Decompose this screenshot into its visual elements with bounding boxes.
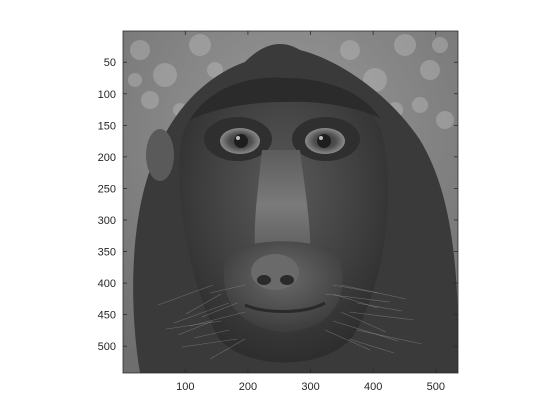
bokeh-spot [141, 91, 159, 109]
right-nostril [280, 275, 294, 285]
whisker [157, 284, 214, 306]
x-tick-label: 500 [427, 381, 445, 393]
x-tick-label: 100 [176, 381, 194, 393]
bokeh-spot [420, 60, 440, 80]
whisker [201, 302, 238, 318]
bokeh-spot [432, 37, 448, 53]
x-axis: 100 200 300 400 500 [176, 31, 445, 393]
nose-bridge [254, 150, 311, 260]
bokeh-spot [128, 73, 142, 87]
image-area [123, 31, 458, 373]
whisker [324, 329, 371, 351]
left-ear [146, 129, 174, 181]
whisker [165, 320, 222, 330]
whisker [348, 338, 395, 354]
whisker [356, 329, 423, 345]
right-eye-glint [319, 136, 323, 140]
left-pupil [234, 134, 248, 148]
whisker [332, 320, 399, 342]
y-tick-label: 400 [98, 278, 116, 290]
bokeh-spot [394, 34, 416, 56]
x-tick-label: 200 [239, 381, 257, 393]
whisker [340, 311, 387, 333]
left-eye-glint [236, 136, 240, 140]
bokeh-spot [189, 34, 211, 56]
whisker-texture [157, 284, 423, 360]
whisker [181, 338, 238, 348]
axes-box [122, 30, 459, 374]
right-pupil [317, 134, 331, 148]
whisker [173, 302, 230, 324]
y-tick-label: 250 [98, 183, 116, 195]
bokeh-spot [412, 97, 428, 113]
bokeh-spot [340, 40, 360, 60]
whisker [348, 311, 415, 321]
x-tick-label: 400 [364, 381, 382, 393]
whisker [209, 284, 246, 294]
y-tick-label: 100 [98, 89, 116, 101]
y-tick-label: 350 [98, 247, 116, 259]
whisker [209, 338, 246, 360]
whisker [185, 293, 222, 315]
whisker [177, 320, 214, 336]
bokeh-spot [153, 63, 177, 87]
y-tick-label: 300 [98, 215, 116, 227]
brow-ridge [190, 77, 380, 120]
bokeh-spot [130, 40, 150, 60]
whisker [189, 311, 246, 327]
y-tick-label: 150 [98, 120, 116, 132]
y-tick-label: 500 [98, 341, 116, 353]
left-nostril [257, 275, 271, 285]
whisker [193, 329, 230, 339]
x-tick-label: 300 [301, 381, 319, 393]
y-tick-label: 50 [104, 57, 116, 69]
bokeh-spot [436, 111, 454, 129]
y-tick-label: 200 [98, 152, 116, 164]
nose-tip [251, 254, 299, 290]
y-axis: 50 100 150 200 250 300 350 400 450 500 [98, 57, 458, 353]
whisker [356, 302, 403, 312]
bokeh-spot [207, 62, 223, 78]
whisker [324, 293, 391, 303]
whisker [332, 284, 379, 294]
y-tick-label: 450 [98, 310, 116, 322]
mouth [244, 301, 326, 313]
